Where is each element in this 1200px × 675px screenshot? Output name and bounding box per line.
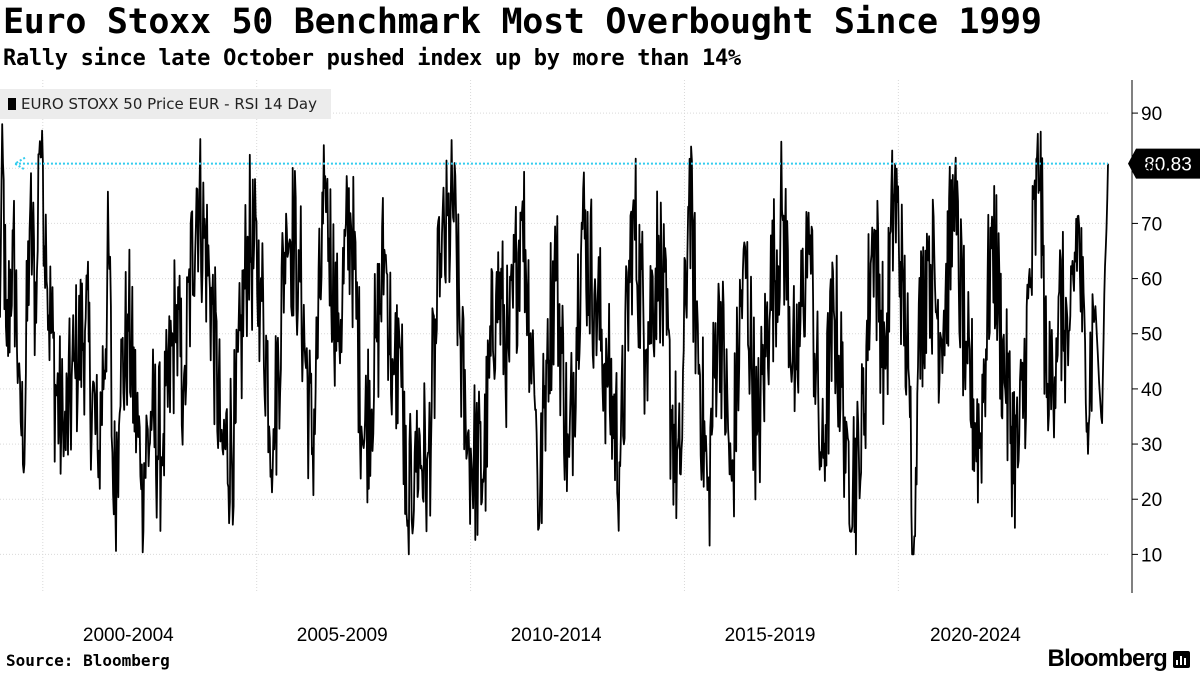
chart-title: Euro Stoxx 50 Benchmark Most Overbought …: [3, 2, 1042, 42]
y-tick-label: 60: [1141, 270, 1162, 291]
last-value-badge: [1128, 148, 1200, 179]
legend-swatch: [8, 98, 16, 110]
reference-layer: 80.83: [13, 148, 1200, 179]
rsi-series-line: [0, 123, 1109, 556]
x-tick-label: 2015-2019: [725, 625, 816, 646]
y-tick-label: 90: [1141, 104, 1162, 125]
x-tick-label: 2020-2024: [930, 625, 1021, 646]
axes: 10 20 30 40 50 60 70 80 90 2000-2004 2005-2009 2010…: [83, 80, 1162, 646]
y-tick-label: 20: [1141, 490, 1162, 511]
y-tick-label: 10: [1141, 545, 1162, 566]
y-tick-label: 80: [1141, 159, 1162, 180]
brand-name: Bloomberg: [1047, 645, 1168, 672]
y-tick-label: 40: [1141, 380, 1162, 401]
source-note: Source: Bloomberg: [6, 651, 170, 670]
legend-label: EURO STOXX 50 Price EUR - RSI 14 Day: [21, 95, 317, 113]
series-layer: [0, 123, 1109, 556]
x-tick-label: 2000-2004: [83, 625, 174, 646]
x-tick-label: 2005-2009: [297, 625, 388, 646]
bloomberg-logo: Bloomberg: [1048, 645, 1190, 673]
y-tick-label: 50: [1141, 325, 1162, 346]
last-value-label: 80.83: [1144, 155, 1192, 176]
bar-chart-icon: [1173, 650, 1190, 668]
legend: EURO STOXX 50 Price EUR - RSI 14 Day: [0, 89, 331, 119]
x-tick-label: 2010-2014: [511, 625, 602, 646]
y-tick-label: 70: [1141, 214, 1162, 235]
y-tick-label: 30: [1141, 435, 1162, 456]
chart-subtitle: Rally since late October pushed index up…: [3, 46, 741, 71]
